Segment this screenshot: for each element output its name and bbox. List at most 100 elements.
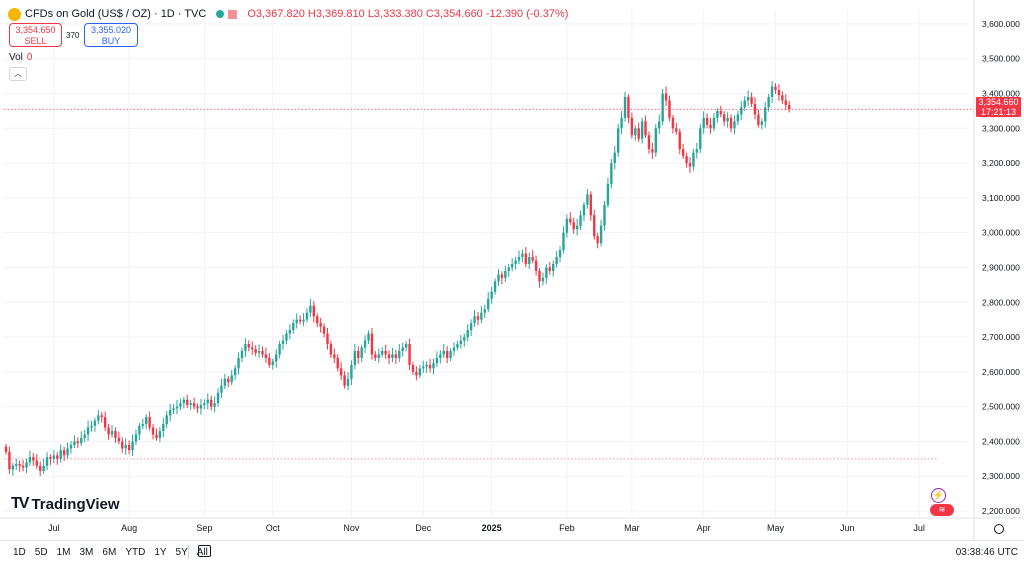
y-tick-label: 3,400.000 bbox=[982, 89, 1020, 99]
x-tick-label: Apr bbox=[697, 523, 711, 533]
ohlc-readout: O3,367.820 H3,369.810 L3,333.380 C3,354.… bbox=[247, 8, 569, 20]
candle-body bbox=[165, 415, 168, 425]
candle-body bbox=[452, 347, 456, 351]
candle-body bbox=[223, 378, 227, 386]
candle-body bbox=[134, 434, 138, 442]
y-tick-label: 3,100.000 bbox=[982, 193, 1020, 203]
candle-body bbox=[240, 350, 244, 358]
candle-body bbox=[264, 354, 268, 358]
candle-body bbox=[528, 257, 531, 264]
candle-body bbox=[39, 465, 42, 472]
toolbar-divider bbox=[188, 545, 189, 559]
utc-clock[interactable]: 03:38:46 UTC bbox=[955, 547, 1018, 558]
x-tick-label: Oct bbox=[266, 523, 281, 533]
candle-body bbox=[562, 232, 565, 251]
range-6m[interactable]: 6M bbox=[102, 547, 117, 558]
candle-body bbox=[110, 431, 114, 435]
price-chart[interactable]: 2,200.000 2,300.000 2,400.000 2,500.000 2,60… bbox=[0, 0, 1024, 540]
candle-body bbox=[339, 368, 343, 376]
candle-body bbox=[66, 448, 69, 456]
candle-body bbox=[93, 420, 97, 426]
flash-icon[interactable]: ⚡ bbox=[931, 488, 946, 503]
candle-body bbox=[630, 117, 634, 136]
candle-body bbox=[309, 305, 312, 313]
candle-body bbox=[589, 194, 593, 216]
candle-body bbox=[620, 117, 623, 129]
candle-body bbox=[510, 264, 514, 268]
candle-body bbox=[699, 128, 702, 150]
candle-body bbox=[86, 427, 90, 435]
candle-body bbox=[251, 347, 254, 350]
y-tick-label: 2,300.000 bbox=[982, 471, 1020, 481]
range-all[interactable]: All bbox=[196, 547, 208, 558]
candle-body bbox=[52, 455, 56, 459]
gold-symbol-icon bbox=[8, 7, 21, 21]
tradingview-logo: TV TradingView bbox=[11, 495, 120, 513]
candle-body bbox=[21, 465, 25, 468]
candle-body bbox=[746, 96, 750, 101]
range-ytd[interactable]: YTD bbox=[125, 547, 146, 558]
candle-body bbox=[292, 323, 295, 331]
range-1m[interactable]: 1M bbox=[56, 547, 71, 558]
candle-body bbox=[658, 121, 661, 129]
calendar-icon[interactable] bbox=[198, 545, 211, 557]
buy-button[interactable]: 3,355.020 BUY bbox=[84, 23, 138, 47]
candle-body bbox=[473, 316, 476, 324]
candle-body bbox=[83, 434, 86, 438]
candle-body bbox=[781, 95, 784, 101]
candle-body bbox=[586, 194, 589, 205]
x-tick-label: Feb bbox=[559, 523, 575, 533]
range-1d[interactable]: 1D bbox=[13, 547, 26, 558]
x-tick-label: May bbox=[767, 523, 785, 533]
candle-body bbox=[298, 319, 302, 322]
y-tick-label: 2,400.000 bbox=[982, 436, 1020, 446]
candle-body bbox=[100, 415, 103, 418]
sell-button[interactable]: 3,354.650 SELL bbox=[9, 23, 62, 47]
collapse-legend-button[interactable]: ︿ bbox=[9, 67, 27, 81]
volume-label: Vol bbox=[9, 52, 23, 63]
candle-body bbox=[268, 357, 271, 365]
buy-label: BUY bbox=[101, 36, 121, 46]
candle-body bbox=[445, 350, 449, 358]
candle-body bbox=[103, 417, 107, 428]
range-1y[interactable]: 1Y bbox=[154, 547, 167, 558]
candle-body bbox=[381, 350, 384, 355]
candle-body bbox=[538, 270, 541, 282]
candle-body bbox=[398, 350, 401, 358]
candle-body bbox=[141, 424, 144, 426]
candle-body bbox=[558, 250, 562, 258]
candle-body bbox=[45, 457, 49, 466]
bar-countdown: 17:21:13 bbox=[980, 107, 1017, 117]
candle-body bbox=[363, 340, 367, 348]
volume-value: 0 bbox=[26, 52, 33, 63]
candle-body bbox=[295, 319, 298, 324]
candle-body bbox=[654, 128, 657, 153]
range-3m[interactable]: 3M bbox=[79, 547, 94, 558]
y-tick-label: 2,700.000 bbox=[982, 332, 1020, 342]
candle-body bbox=[384, 350, 387, 355]
y-tick-label: 3,000.000 bbox=[982, 228, 1020, 238]
candle-body bbox=[439, 354, 442, 358]
candle-body bbox=[637, 128, 640, 139]
candle-body bbox=[32, 457, 35, 461]
events-icon[interactable]: ≋ bbox=[930, 504, 954, 516]
gear-icon[interactable] bbox=[994, 524, 1004, 534]
candle-body bbox=[357, 350, 360, 358]
candle-body bbox=[261, 350, 264, 355]
sell-label: SELL bbox=[24, 36, 47, 46]
candle-body bbox=[220, 385, 223, 393]
candle-body bbox=[579, 215, 582, 226]
candle-body bbox=[777, 90, 781, 96]
candle-body bbox=[627, 96, 630, 118]
candle-body bbox=[425, 364, 428, 367]
range-5y[interactable]: 5Y bbox=[175, 547, 188, 558]
candle-body bbox=[257, 350, 261, 353]
x-tick-label: Aug bbox=[121, 523, 137, 533]
symbol-title[interactable]: CFDs on Gold (US$ / OZ) · 1D · TVC bbox=[25, 8, 207, 20]
candle-body bbox=[316, 316, 319, 324]
candle-body bbox=[613, 152, 616, 164]
range-5d[interactable]: 5D bbox=[34, 547, 48, 558]
visibility-icon[interactable] bbox=[228, 9, 238, 19]
candle-body bbox=[541, 277, 545, 282]
